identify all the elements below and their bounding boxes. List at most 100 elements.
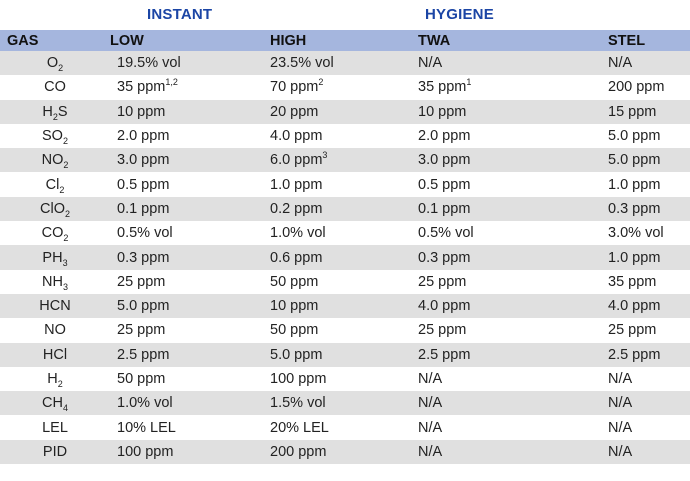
twa-cell: 25 ppm — [418, 318, 608, 343]
table-row: NO 25 ppm 50 ppm 25 ppm 25 ppm — [0, 318, 690, 343]
gas-subscript: 2 — [62, 135, 68, 146]
low-cell: 2.5 ppm — [110, 342, 270, 367]
gas-cell: Cl2 — [0, 172, 110, 197]
stel-value: 3.0% vol — [608, 225, 664, 242]
high-cell: 20 ppm — [270, 99, 418, 124]
table-row: HCN 5.0 ppm 10 ppm 4.0 ppm 4.0 ppm — [0, 293, 690, 319]
low-value: 1.0% vol — [117, 395, 173, 412]
low-cell: 5.0 ppm — [110, 293, 270, 319]
table-row: CH4 1.0% vol 1.5% vol N/A N/A — [0, 391, 690, 416]
gas-subscript: 2 — [63, 233, 69, 244]
high-value: 10 ppm — [270, 298, 319, 315]
stel-value: N/A — [608, 371, 633, 387]
table-row: NO2 3.0 ppm 6.0 ppm3 3.0 ppm 5.0 ppm — [0, 148, 690, 173]
gas-subscript: 2 — [63, 160, 69, 171]
group-label-instant: INSTANT — [147, 6, 213, 23]
table-row: PID 100 ppm 200 ppm N/A N/A — [0, 439, 690, 465]
gas-cell: NO — [0, 318, 110, 343]
low-cell: 0.3 ppm — [110, 245, 270, 270]
high-cell: 100 ppm — [270, 366, 418, 392]
stel-cell: 3.0% vol — [608, 221, 690, 246]
gas-subscript: 3 — [62, 257, 68, 268]
stel-value: N/A — [608, 395, 633, 412]
stel-cell: N/A — [608, 391, 690, 416]
gas-formula: LEL — [42, 419, 68, 436]
twa-value: 25 ppm — [418, 322, 467, 339]
gas-formula: HCl — [42, 346, 68, 363]
low-value: 2.5 ppm — [117, 346, 170, 363]
high-cell: 10 ppm — [270, 293, 418, 319]
high-value: 50 ppm — [270, 273, 319, 290]
table-row: NH3 25 ppm 50 ppm 25 ppm 35 ppm — [0, 269, 690, 294]
header-row: GAS LOW HIGH TWA STEL — [0, 30, 690, 51]
stel-value: 25 ppm — [608, 322, 657, 339]
high-value: 0.6 ppm — [270, 249, 323, 266]
stel-cell: 5.0 ppm — [608, 148, 690, 173]
stel-value: 1.0 ppm — [608, 249, 661, 266]
low-cell: 50 ppm — [110, 366, 270, 392]
stel-cell: 25 ppm — [608, 318, 690, 343]
twa-value: 0.5 ppm — [418, 176, 471, 193]
stel-cell: N/A — [608, 51, 690, 76]
high-value: 1.5% vol — [270, 395, 326, 412]
high-value: 20 ppm — [270, 103, 319, 120]
high-value: 4.0 ppm — [270, 128, 323, 145]
gas-subscript: 2 — [58, 63, 64, 74]
gas-cell: CO — [0, 75, 110, 100]
stel-value: N/A — [608, 55, 633, 72]
low-cell: 25 ppm — [110, 318, 270, 343]
high-value: 6.0 ppm — [270, 152, 323, 169]
twa-value: 0.3 ppm — [418, 249, 471, 266]
gas-formula: CH — [42, 395, 63, 412]
low-footnote: 1,2 — [165, 77, 178, 88]
table-row: O2 19.5% vol 23.5% vol N/A N/A — [0, 51, 690, 76]
gas-formula: CO — [44, 79, 66, 96]
low-value: 3.0 ppm — [117, 152, 170, 169]
gas-formula: HCN — [39, 298, 71, 315]
high-cell: 5.0 ppm — [270, 342, 418, 367]
low-cell: 10 ppm — [110, 99, 270, 124]
low-value: 0.5% vol — [117, 225, 173, 242]
twa-cell: N/A — [418, 51, 608, 76]
low-cell: 0.1 ppm — [110, 196, 270, 222]
low-cell: 10% LEL — [110, 415, 270, 440]
stel-cell: 35 ppm — [608, 269, 690, 294]
high-value: 20% LEL — [270, 419, 329, 436]
gas-formula: Cl — [45, 176, 60, 193]
gas-formula: PH — [42, 249, 63, 266]
stel-value: 5.0 ppm — [608, 152, 661, 169]
low-value: 2.0 ppm — [117, 128, 170, 145]
twa-value: 2.0 ppm — [418, 128, 471, 145]
gas-formula: ClO — [40, 200, 65, 217]
high-cell: 1.0% vol — [270, 221, 418, 246]
gas-cell: O2 — [0, 51, 110, 76]
high-cell: 20% LEL — [270, 415, 418, 440]
high-footnote: 2 — [318, 77, 324, 88]
stel-cell: 1.0 ppm — [608, 245, 690, 270]
high-cell: 0.6 ppm — [270, 245, 418, 270]
gas-subscript: 2 — [59, 184, 65, 195]
gas-subscript: 2 — [57, 378, 63, 389]
stel-cell: 4.0 ppm — [608, 293, 690, 319]
table-row: Cl2 0.5 ppm 1.0 ppm 0.5 ppm 1.0 ppm — [0, 172, 690, 197]
twa-cell: 3.0 ppm — [418, 148, 608, 173]
twa-cell: 0.1 ppm — [418, 196, 608, 222]
high-cell: 4.0 ppm — [270, 123, 418, 149]
twa-value: 0.5% vol — [418, 225, 474, 242]
gas-subscript: 2 — [64, 208, 70, 219]
gas-formula: NO — [41, 152, 64, 169]
table-row: LEL 10% LEL 20% LEL N/A N/A — [0, 415, 690, 440]
twa-value: N/A — [418, 371, 443, 387]
low-cell: 100 ppm — [110, 439, 270, 465]
gas-cell: SO2 — [0, 123, 110, 149]
gas-formula: CO — [41, 225, 64, 242]
stel-cell: 15 ppm — [608, 99, 690, 124]
stel-value: 4.0 ppm — [608, 298, 661, 315]
column-header-high: HIGH — [270, 30, 418, 51]
low-value: 0.5 ppm — [117, 176, 170, 193]
twa-value: 3.0 ppm — [418, 152, 471, 169]
gas-cell: HCl — [0, 342, 110, 367]
stel-value: N/A — [608, 419, 633, 436]
high-value: 23.5% vol — [270, 55, 334, 72]
gas-cell: NO2 — [0, 148, 110, 173]
